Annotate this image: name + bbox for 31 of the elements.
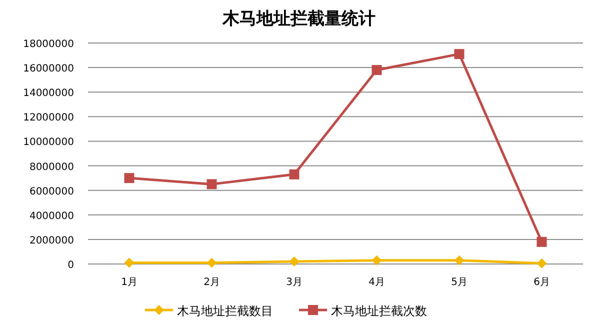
y-tick-label: 8000000 xyxy=(29,162,74,173)
point xyxy=(124,173,134,184)
y-tick-label: 14000000 xyxy=(23,88,74,100)
legend-label: 木马地址拦截数目 xyxy=(177,304,273,318)
legend-label: 木马地址拦截次数 xyxy=(331,304,427,318)
point xyxy=(206,179,217,190)
point xyxy=(536,258,547,268)
point xyxy=(454,255,464,266)
y-tick-label: 16000000 xyxy=(23,64,74,75)
point xyxy=(206,258,217,268)
x-tick-label: 5月 xyxy=(451,277,468,288)
point xyxy=(372,255,382,266)
y-tick-label: 4000000 xyxy=(29,210,74,222)
x-tick-label: 3月 xyxy=(286,277,302,288)
y-tick-label: 12000000 xyxy=(23,112,74,124)
x-tick-label: 6月 xyxy=(534,277,550,288)
y-tick-label: 6000000 xyxy=(29,186,74,198)
point xyxy=(536,236,547,247)
point xyxy=(289,256,300,267)
y-tick-label: 0 xyxy=(68,260,74,271)
x-tick-label: 1月 xyxy=(121,277,138,288)
point xyxy=(289,169,300,180)
chart-title: 木马地址拦截量统计 xyxy=(222,9,376,29)
y-tick-label: 2000000 xyxy=(29,235,74,246)
point xyxy=(124,258,134,268)
point xyxy=(454,49,464,60)
point xyxy=(372,65,382,76)
x-tick-label: 2月 xyxy=(204,277,220,288)
y-tick-label: 18000000 xyxy=(23,39,74,50)
x-tick-label: 4月 xyxy=(368,277,385,288)
y-tick-label: 10000000 xyxy=(23,137,74,148)
